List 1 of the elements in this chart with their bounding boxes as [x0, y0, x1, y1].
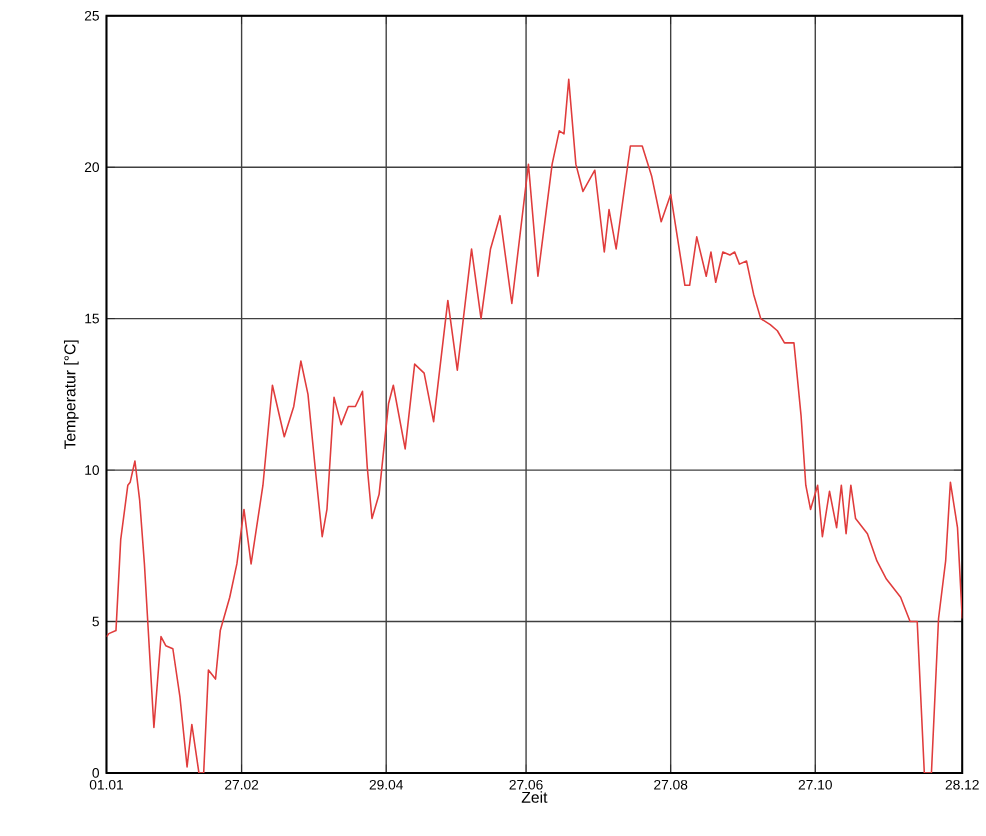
line-series [106, 78, 963, 773]
